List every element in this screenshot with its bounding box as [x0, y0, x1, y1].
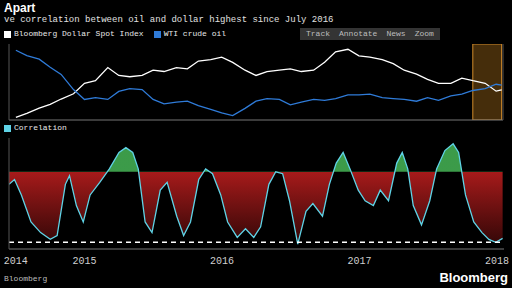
html-text:Bloomberg: Bloomberg — [439, 270, 508, 285]
html-text:News: News — [386, 29, 406, 38]
svg-text:2014: 2014 — [8, 256, 28, 267]
svg-text:2015: 2015 — [73, 256, 97, 267]
html-text:WTI crude oil: WTI crude oil — [163, 29, 226, 38]
html-text:ve correlation between oil and: ve correlation between oil and dollar hi… — [4, 15, 334, 25]
html-text:Zoom: Zoom — [414, 29, 434, 38]
html-text:Track: Track — [306, 29, 330, 38]
html-text:Apart: Apart — [4, 1, 36, 15]
svg-text:2016: 2016 — [210, 256, 234, 267]
html-text:Bloomberg Dollar Spot Index: Bloomberg Dollar Spot Index — [14, 29, 144, 38]
svg-text:2018: 2018 — [485, 256, 504, 267]
svg-text:2017: 2017 — [348, 256, 372, 267]
html-text:Annotate: Annotate — [339, 29, 378, 38]
html-text:Bloomberg: Bloomberg — [4, 274, 48, 283]
html-text:Correlation: Correlation — [14, 123, 67, 132]
